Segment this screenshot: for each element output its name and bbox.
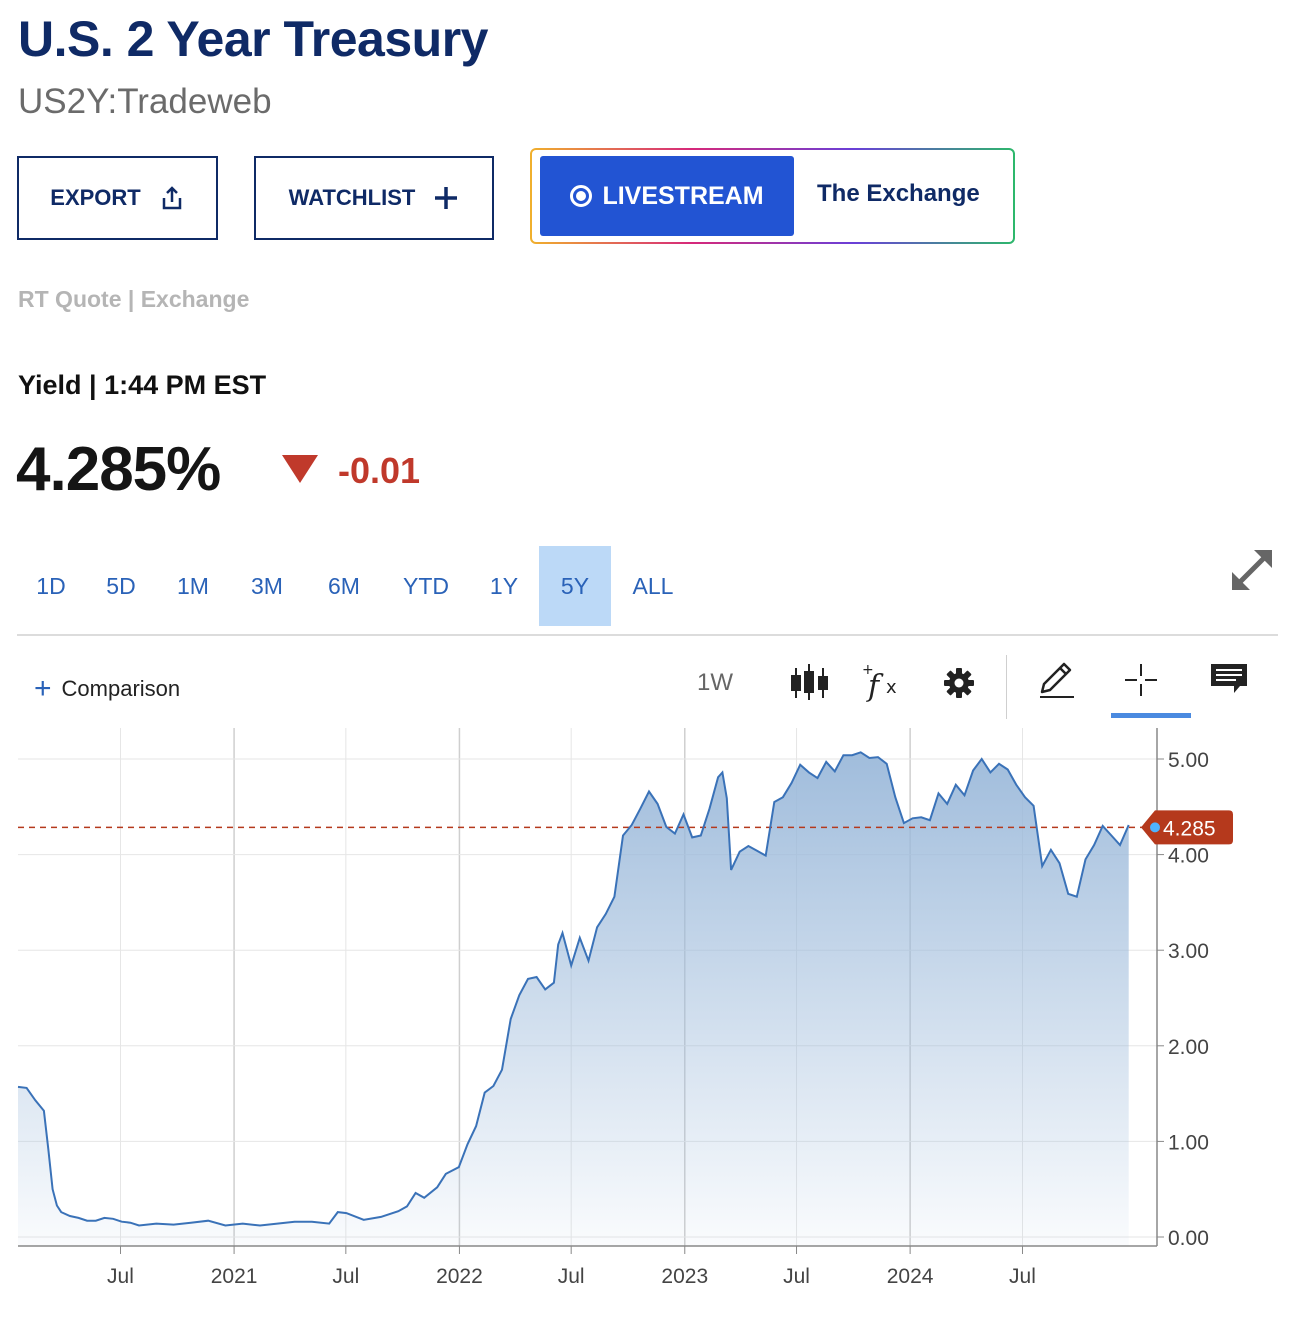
y-axis-ticks: 0.00 1.00 2.00 3.00 4.00 5.00 (1157, 749, 1209, 1250)
livestream-show-link[interactable]: The Exchange (817, 180, 980, 207)
comment-icon[interactable] (1210, 663, 1248, 700)
page-title: U.S. 2 Year Treasury (18, 11, 488, 67)
y-tick-label: 5.00 (1168, 749, 1209, 772)
time-range-tabs: 1D 5D 1M 3M 6M YTD 1Y 5Y ALL (17, 546, 695, 626)
range-tab-all[interactable]: ALL (632, 572, 674, 599)
yield-series-line (17, 751, 1130, 1227)
y-tick-label: 4.00 (1168, 845, 1209, 868)
plus-icon: + (34, 672, 52, 705)
x-tick-label: Jul (332, 1265, 359, 1288)
yield-timestamp: Yield | 1:44 PM EST (18, 370, 267, 400)
x-tick-label: 2023 (661, 1265, 708, 1288)
svg-text:+: + (862, 662, 874, 678)
export-label: EXPORT (50, 185, 141, 210)
range-tab-1m[interactable]: 1M (177, 572, 209, 599)
candlestick-icon[interactable] (789, 662, 831, 707)
range-tab-3m[interactable]: 3M (251, 572, 283, 599)
x-tick-label: Jul (107, 1265, 134, 1288)
livestream-label: LIVESTREAM (602, 181, 764, 210)
yield-area-fill (18, 752, 1129, 1246)
svg-text:f: f (866, 669, 884, 704)
price-change: -0.01 (338, 450, 421, 491)
x-tick-label: Jul (1009, 1265, 1036, 1288)
x-tick-label: Jul (558, 1265, 585, 1288)
comparison-label: Comparison (61, 676, 181, 701)
current-value-dot (1150, 822, 1160, 833)
last-price: 4.285% (16, 435, 221, 504)
svg-text:x: x (886, 677, 897, 698)
yield-chart[interactable]: 0.001.002.003.004.005.00 Jul 2021 Jul 2022 J… (0, 720, 1302, 1340)
active-tool-indicator (1111, 713, 1191, 718)
x-tick-label: 2022 (436, 1265, 483, 1288)
y-tick-label: 3.00 (1168, 940, 1209, 963)
toolbar-separator (1006, 655, 1007, 719)
plus-icon (433, 185, 459, 211)
range-tab-6m[interactable]: 6M (328, 572, 360, 599)
watchlist-button[interactable]: WATCHLIST (254, 156, 494, 240)
interval-selector[interactable]: 1W (697, 669, 733, 696)
quote-source: RT Quote | Exchange (18, 286, 250, 312)
pencil-draw-icon[interactable] (1036, 658, 1078, 705)
live-dot-icon (570, 185, 593, 207)
section-divider (17, 634, 1278, 636)
y-tick-label: 0.00 (1168, 1227, 1209, 1250)
livestream-button[interactable]: LIVESTREAM (540, 156, 794, 236)
x-tick-label: Jul (783, 1265, 810, 1288)
range-tab-1d[interactable]: 1D (36, 572, 66, 599)
crosshair-icon[interactable] (1123, 662, 1159, 703)
x-tick-label: 2024 (887, 1265, 934, 1288)
range-tab-5y[interactable]: 5Y (539, 546, 611, 626)
current-value-badge-shape (1141, 810, 1233, 845)
y-tick-label: 2.00 (1168, 1036, 1209, 1059)
x-tick-label: 2021 (211, 1265, 258, 1288)
share-upload-icon (159, 185, 185, 211)
indicator-fx-icon[interactable]: + f x (862, 660, 906, 709)
comparison-button[interactable]: + Comparison (34, 674, 180, 704)
range-tab-5d[interactable]: 5D (106, 572, 136, 599)
watchlist-label: WATCHLIST (288, 185, 416, 210)
settings-gear-icon[interactable] (943, 667, 975, 704)
y-tick-label: 1.00 (1168, 1131, 1209, 1154)
ticker-symbol: US2Y:Tradeweb (18, 82, 272, 121)
current-value-badge: 4.285 (1141, 810, 1233, 845)
export-button[interactable]: EXPORT (17, 156, 218, 240)
range-tab-ytd[interactable]: YTD (403, 572, 449, 599)
down-arrow-icon (282, 455, 318, 483)
x-axis-ticks: Jul 2021 Jul 2022 Jul 2023 Jul 2024 Jul (107, 1246, 1036, 1288)
livestream-banner: LIVESTREAM The Exchange (530, 148, 1015, 244)
current-value-label: 4.285 (1163, 817, 1216, 840)
range-tab-1y[interactable]: 1Y (489, 572, 519, 599)
expand-fullscreen-icon[interactable] (1226, 544, 1278, 596)
